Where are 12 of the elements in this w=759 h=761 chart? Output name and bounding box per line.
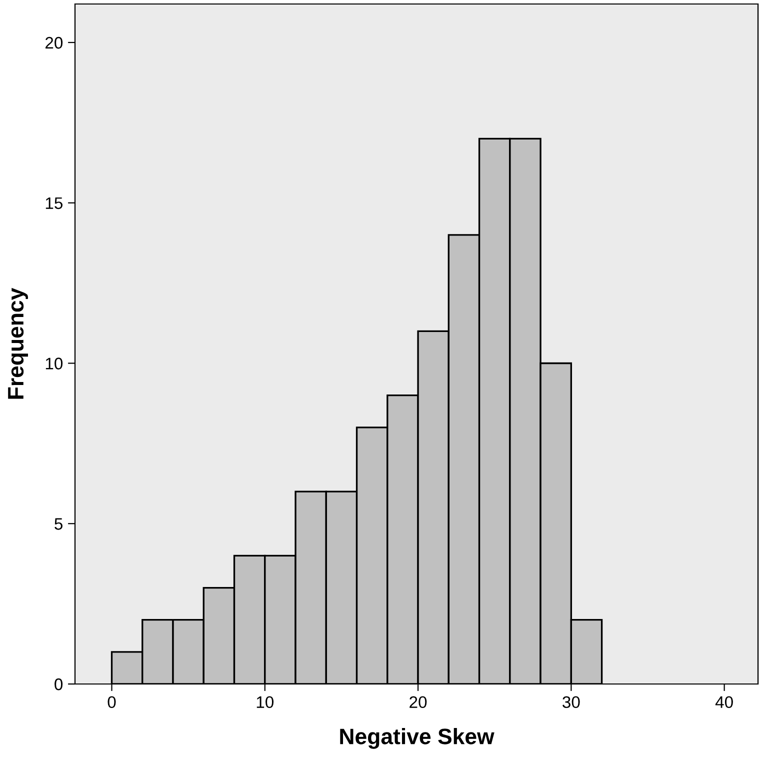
x-tick-label: 10 [256,696,274,708]
x-tick-label: 0 [108,696,116,708]
y-tick-label: 5 [54,518,62,530]
y-tick-label: 20 [45,36,63,49]
y-tick-label: 10 [46,358,63,370]
x-tick-label: 40 [715,696,733,708]
x-axis-title: Negative Skew [340,728,494,749]
y-tick-label: 15 [46,197,62,210]
x-tick-label: 20 [410,696,427,708]
y-tick-label: 0 [54,678,63,690]
x-tick-label: 30 [562,696,580,708]
y-axis-title: Frequency [8,288,28,399]
